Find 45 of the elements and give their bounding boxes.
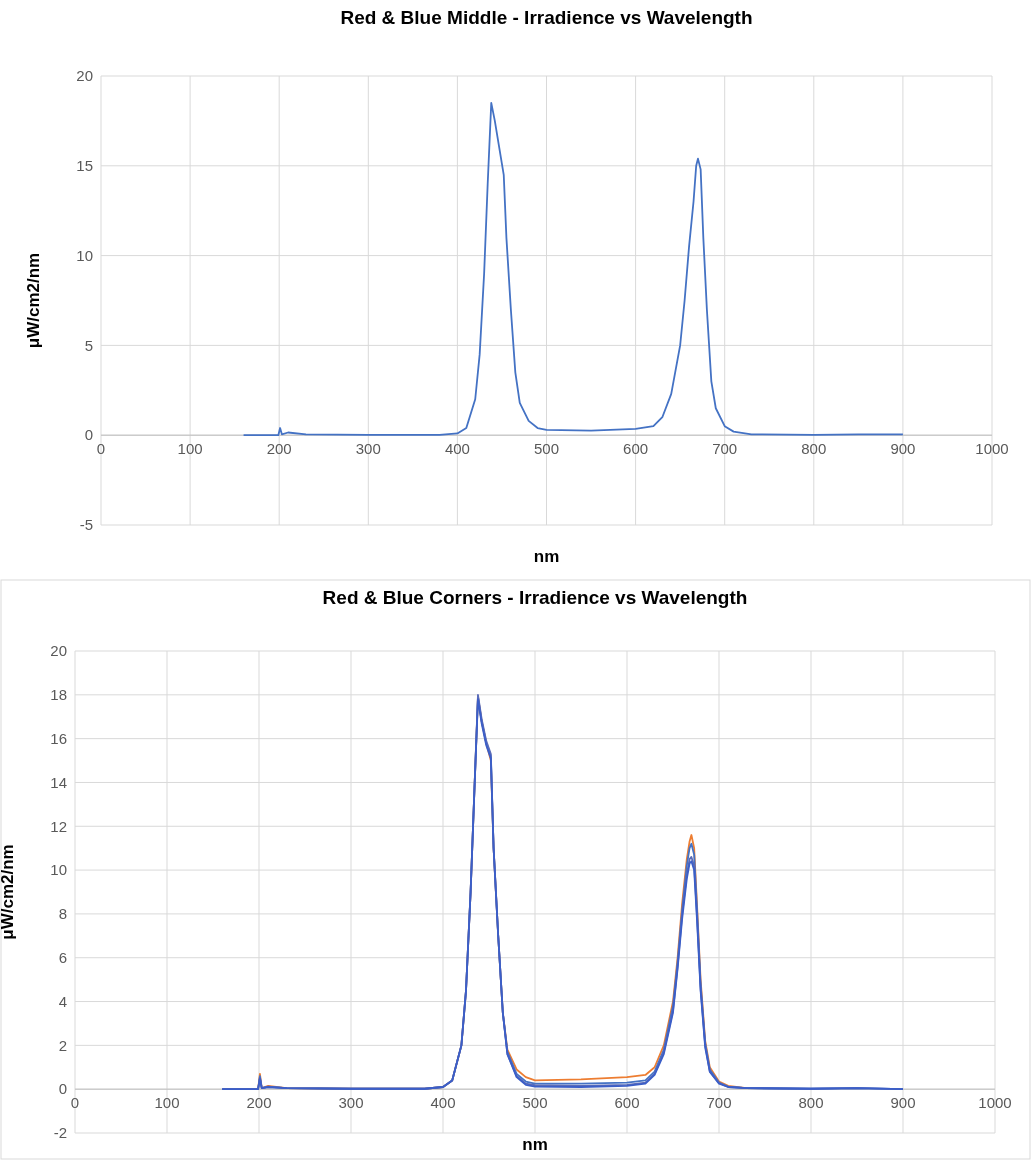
x-tick-label: 400 (444, 440, 470, 458)
y-tick-label: 10 (76, 246, 93, 264)
chart-title: Red & Blue Corners - Irradience vs Wavelength (322, 587, 748, 608)
x-tick-label: 700 (706, 1094, 732, 1112)
x-tick-label: 500 (522, 1094, 548, 1112)
y-tick-label: 14 (50, 773, 67, 791)
y-tick-label: 2 (58, 1036, 67, 1054)
x-tick-label: 0 (96, 440, 106, 458)
x-tick-label: 300 (338, 1094, 364, 1112)
chart-title: Red & Blue Middle - Irradience vs Wavelength (340, 7, 753, 28)
y-tick-label: 8 (58, 905, 67, 923)
y-tick-label: 20 (50, 642, 67, 660)
y-tick-label: 6 (58, 948, 67, 966)
y-tick-label: 20 (76, 67, 93, 85)
x-tick-label: 800 (801, 440, 827, 458)
x-tick-label: 100 (177, 440, 203, 458)
x-tick-label: 800 (798, 1094, 824, 1112)
x-axis-title: nm (522, 1135, 548, 1154)
y-tick-label: 5 (84, 336, 93, 354)
y-tick-label: 15 (76, 157, 93, 175)
x-tick-label: 200 (266, 440, 292, 458)
x-tick-label: 400 (430, 1094, 456, 1112)
x-tick-label: 1000 (978, 1094, 1012, 1112)
x-tick-label: 1000 (975, 440, 1009, 458)
x-tick-label: 900 (890, 1094, 916, 1112)
y-tick-label: 18 (50, 686, 67, 704)
x-tick-label: 600 (623, 440, 649, 458)
y-tick-label: 12 (50, 817, 67, 835)
y-axis-title: μW/cm2/nm (24, 252, 43, 349)
x-tick-label: 500 (533, 440, 560, 458)
x-tick-label: 900 (890, 440, 916, 458)
x-tick-label: 700 (712, 440, 738, 458)
y-tick-label: 4 (58, 992, 67, 1010)
x-tick-label: 100 (154, 1094, 180, 1112)
y-tick-label: -5 (79, 516, 93, 534)
x-tick-label: 600 (614, 1094, 640, 1112)
y-tick-label: 0 (58, 1080, 67, 1098)
x-tick-label: 200 (246, 1094, 272, 1112)
x-axis-title: nm (533, 547, 560, 566)
y-axis-title: μW/cm2/nm (0, 844, 17, 940)
y-tick-label: 10 (50, 861, 67, 879)
y-tick-label: 16 (50, 729, 67, 747)
y-tick-label: 0 (84, 426, 93, 444)
y-tick-label: -2 (53, 1124, 67, 1142)
x-tick-label: 300 (355, 440, 381, 458)
